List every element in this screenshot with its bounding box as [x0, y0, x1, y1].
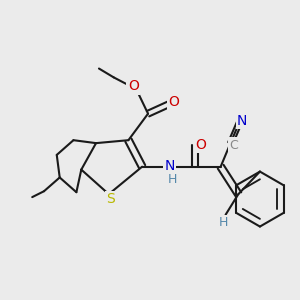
- Text: H: H: [168, 173, 177, 186]
- Text: N: N: [237, 114, 247, 128]
- Text: C: C: [229, 139, 238, 152]
- Text: O: O: [128, 79, 139, 93]
- Text: S: S: [106, 192, 115, 206]
- Text: O: O: [168, 95, 179, 109]
- Text: N: N: [164, 159, 175, 173]
- Text: O: O: [196, 138, 206, 152]
- Text: H: H: [219, 216, 228, 229]
